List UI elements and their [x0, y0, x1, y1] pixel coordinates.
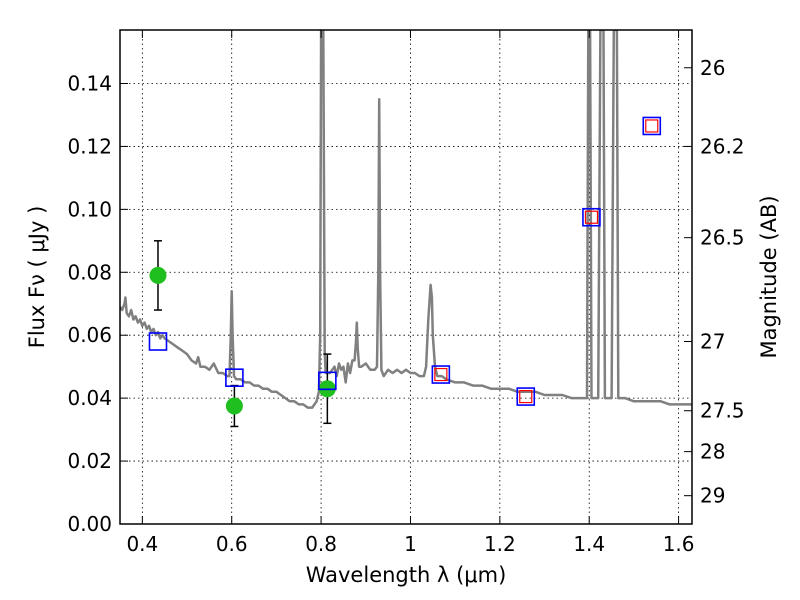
x-tick-label: 1 [404, 532, 417, 556]
y2-axis-label: Magnitude (AB) [757, 195, 781, 358]
y2-tick-label: 28 [700, 440, 725, 464]
y-tick-label: 0.02 [67, 449, 112, 473]
x-tick-label: 1.4 [573, 532, 605, 556]
plot-frame [119, 29, 693, 525]
model-square-blue [582, 207, 601, 227]
y-tick-label: 0.04 [67, 386, 112, 410]
model-square-red [645, 119, 659, 133]
x-tick-label: 0.4 [126, 532, 158, 556]
x-axis-label: Wavelength λ (μm) [306, 563, 507, 587]
y-tick-label: 0.12 [67, 134, 112, 158]
model-square-red [584, 210, 599, 224]
grid [120, 30, 692, 525]
y2-tick-label: 27.5 [700, 399, 745, 423]
x-tick-label: 0.8 [305, 532, 337, 556]
x-tick-label: 0.6 [216, 532, 248, 556]
y-tick-label: 0.08 [67, 260, 112, 284]
model-square-blue [148, 332, 168, 351]
model-square-blue [318, 371, 337, 391]
y2-tick-label: 26 [700, 56, 725, 80]
y2-tick-label: 27 [700, 330, 725, 354]
y-tick-label: 0.10 [67, 197, 112, 221]
model-square-blue [225, 368, 244, 387]
model-square-blue [516, 387, 536, 406]
observed-point [225, 397, 243, 415]
y-axis-label: Flux Fν ( μJy ) [25, 206, 49, 349]
photometry-markers [148, 116, 662, 428]
model-square-blue [431, 365, 451, 384]
x-tick-label: 1.6 [663, 532, 695, 556]
y-tick-label: 0.14 [67, 71, 112, 95]
y2-tick-label: 26.2 [700, 134, 745, 158]
y-tick-label: 0.06 [67, 323, 112, 347]
model-spectrum [120, 30, 692, 409]
y-tick-label: 0.00 [67, 512, 112, 536]
axis-ticks: 0.4 0.6 0.8 1 1.2 1.4 1.6 0.00 0.02 0.04 0.06 0.08 0… [67, 30, 745, 556]
x-tick-label: 1.2 [484, 532, 516, 556]
spectrum-line [120, 30, 692, 409]
model-square-blue [642, 116, 662, 136]
y2-tick-label: 26.5 [700, 226, 745, 250]
y2-tick-label: 29 [700, 484, 725, 508]
observed-point [149, 266, 167, 284]
model-square-red [519, 389, 533, 404]
model-square-red [434, 367, 448, 382]
